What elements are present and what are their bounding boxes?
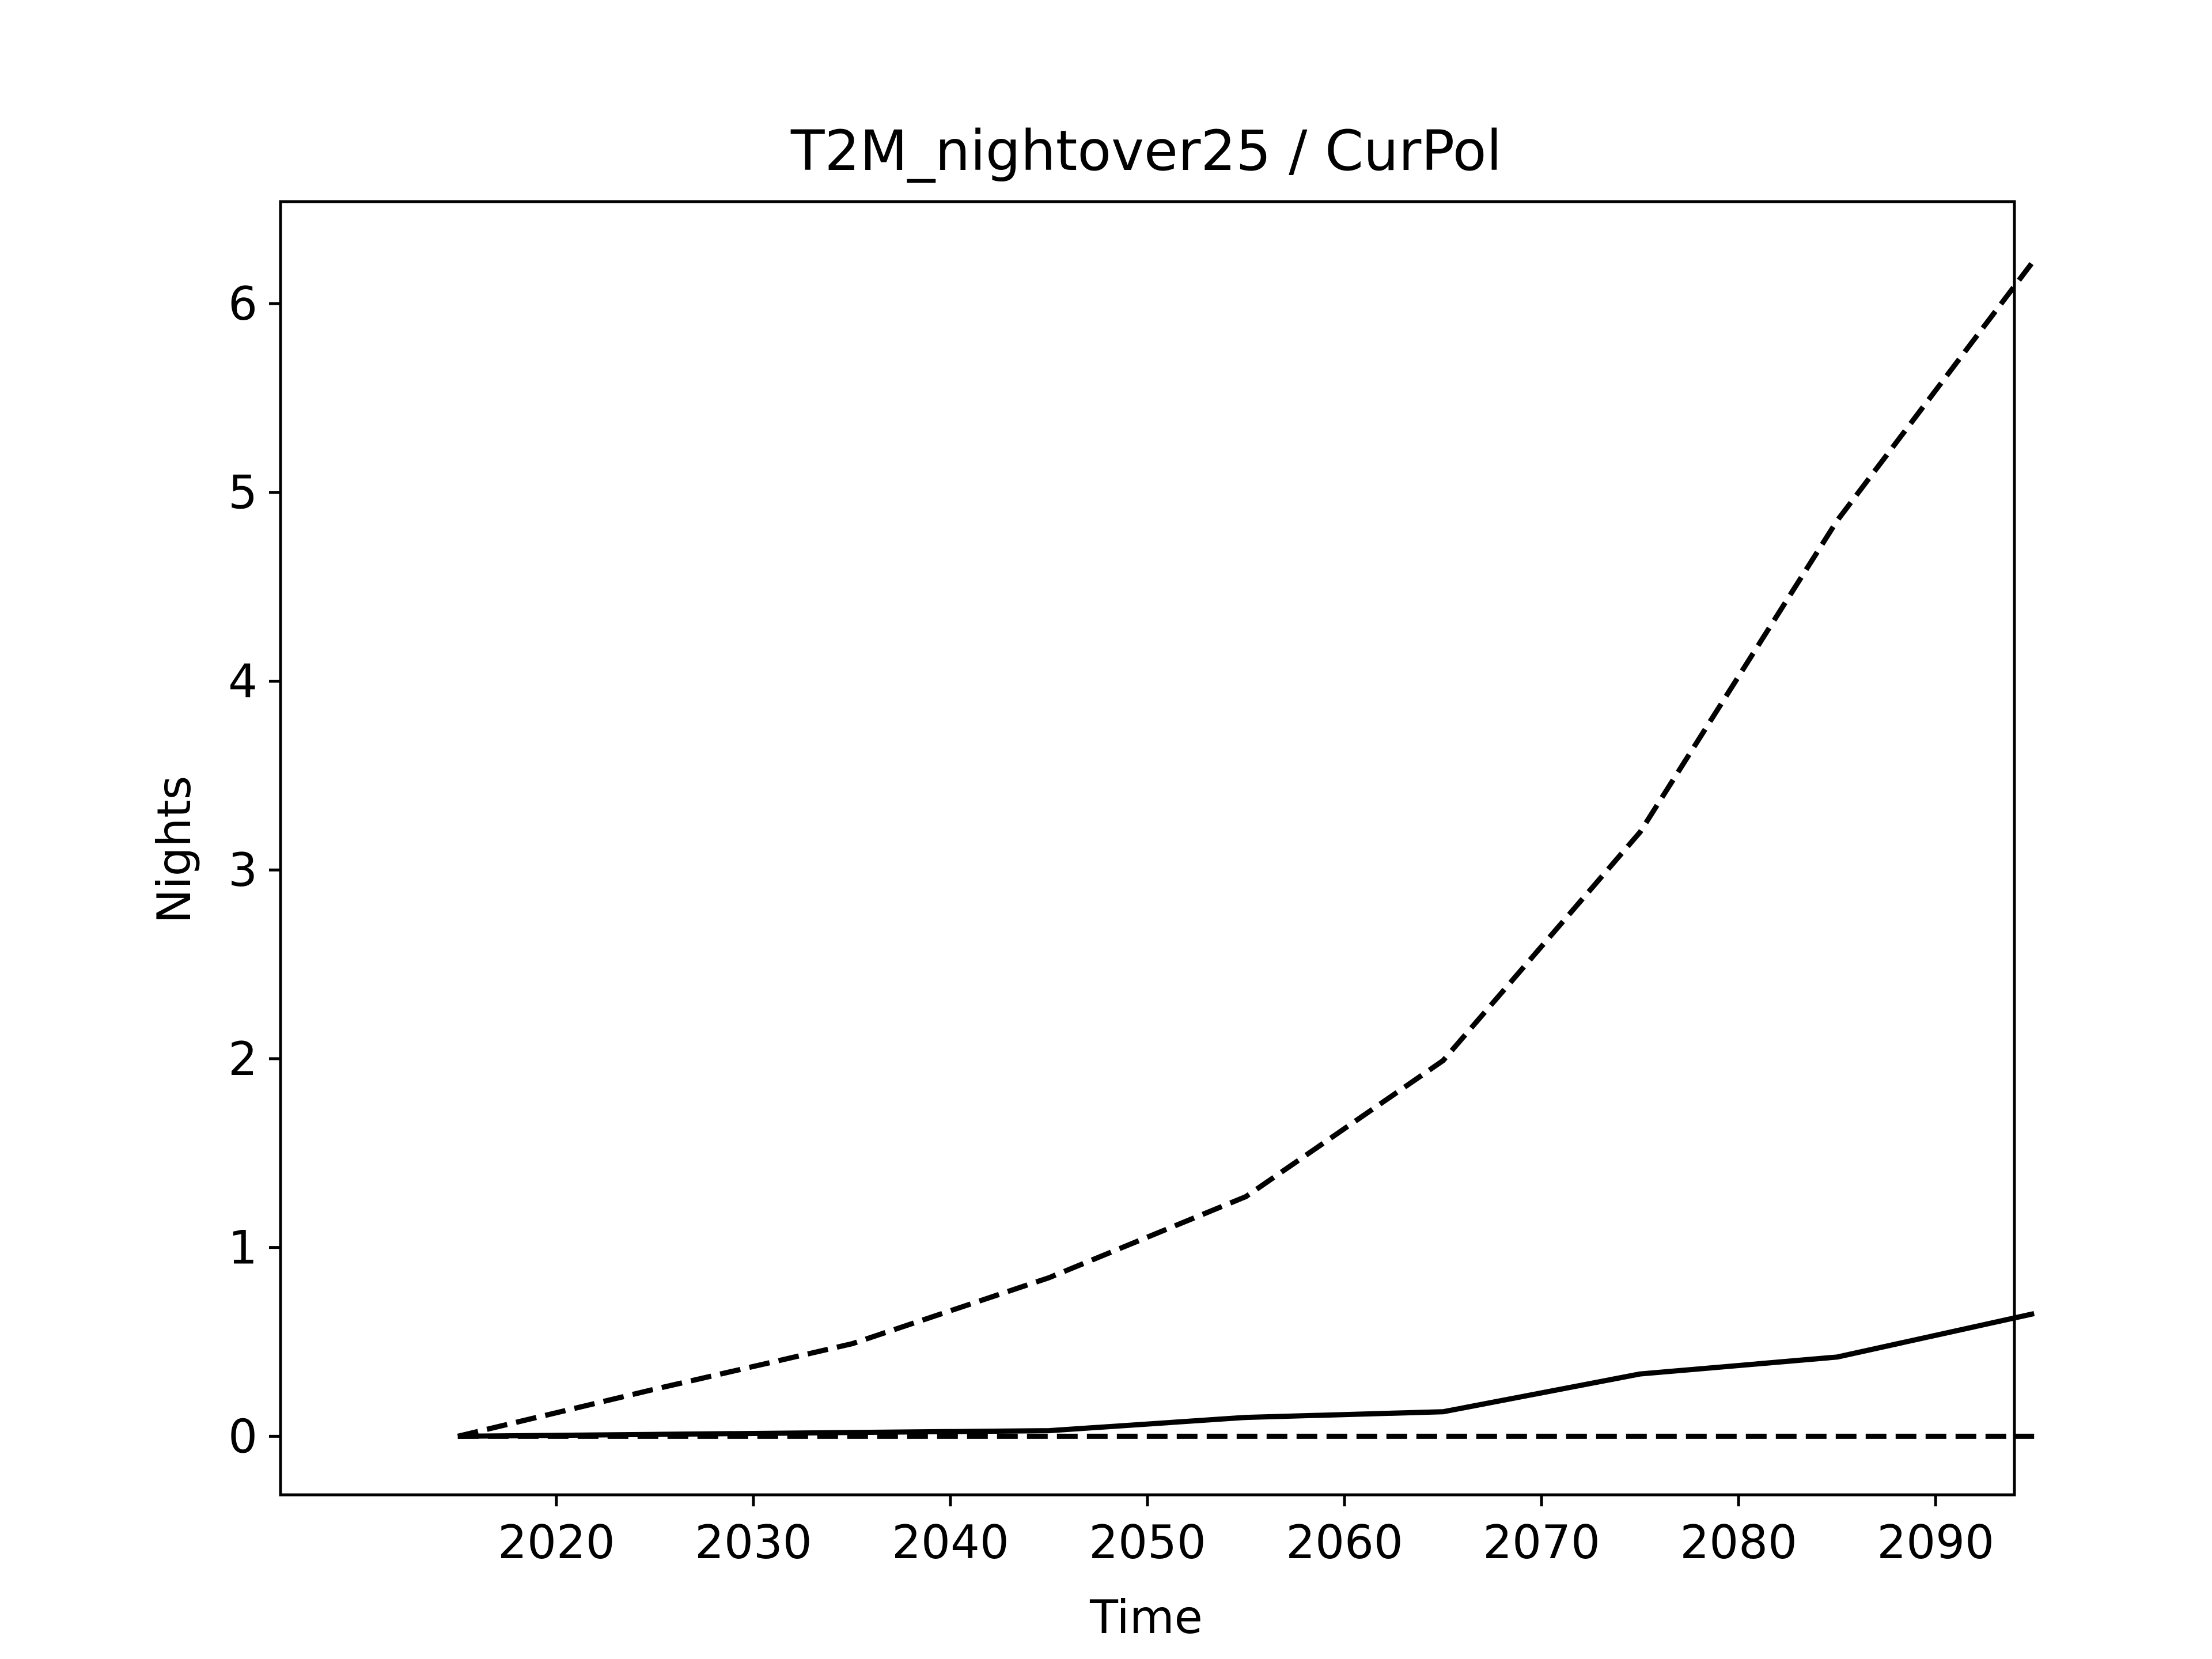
y-tick-label: 5 bbox=[228, 466, 257, 520]
y-tick-label: 0 bbox=[228, 1410, 257, 1463]
x-tick-label: 2080 bbox=[1680, 1516, 1797, 1569]
chart-title: T2M_nightover25 / CurPol bbox=[790, 119, 1502, 183]
x-tick-label: 2040 bbox=[892, 1516, 1009, 1569]
y-tick-label: 3 bbox=[228, 843, 257, 897]
y-tick-label: 4 bbox=[228, 654, 257, 708]
x-tick-label: 2090 bbox=[1877, 1516, 1994, 1569]
series-line-1-solid bbox=[457, 1311, 2035, 1439]
y-tick-label: 2 bbox=[228, 1032, 257, 1086]
x-tick-label: 2070 bbox=[1483, 1516, 1600, 1569]
plot-frame bbox=[279, 200, 2016, 1497]
y-axis-title: Nights bbox=[147, 776, 201, 924]
y-tick-label: 1 bbox=[228, 1221, 257, 1275]
x-tick-label: 2050 bbox=[1089, 1516, 1206, 1569]
x-tick-label: 2020 bbox=[498, 1516, 615, 1569]
x-tick-label: 2030 bbox=[695, 1516, 812, 1569]
plot-area bbox=[457, 258, 2036, 1439]
y-axis: 0 1 2 3 4 5 6 bbox=[228, 277, 281, 1463]
x-axis: 2020 2030 2040 2050 2060 2070 2080 2090 bbox=[498, 1495, 1994, 1569]
x-tick-label: 2060 bbox=[1286, 1516, 1403, 1569]
series-line-2-dashed bbox=[457, 258, 2036, 1439]
y-tick-label: 6 bbox=[228, 277, 257, 331]
x-axis-title: Time bbox=[1089, 1590, 1203, 1644]
